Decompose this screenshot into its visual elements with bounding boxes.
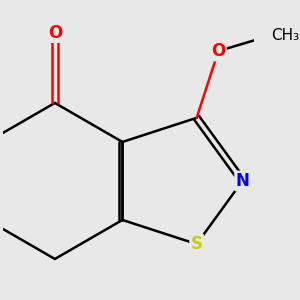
Text: S: S bbox=[190, 235, 202, 253]
Text: N: N bbox=[236, 172, 249, 190]
Text: O: O bbox=[48, 24, 62, 42]
Text: CH₃: CH₃ bbox=[271, 28, 299, 44]
Text: O: O bbox=[211, 42, 226, 60]
